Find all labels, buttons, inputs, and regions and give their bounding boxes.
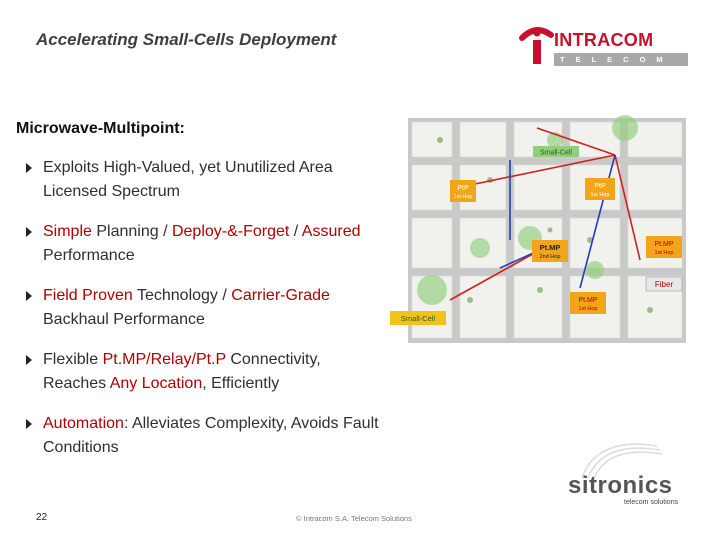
bullet-highlight: Automation: [43, 415, 124, 432]
bullet-highlight: Assured: [301, 223, 361, 240]
bullet-arrow-icon: [26, 291, 32, 301]
intracom-mark-icon: [519, 27, 554, 64]
bullet-highlight: Simple: [43, 223, 92, 240]
intracom-logo: INTRACOM TELECOM: [518, 22, 688, 66]
cell-coverage: [417, 115, 638, 305]
bullet-arrow-icon: [26, 163, 32, 173]
bullet-text: , Efficiently: [202, 375, 280, 392]
ptp-b-box: [585, 178, 615, 200]
ptp-b-label: PtP: [594, 183, 606, 190]
page-number: 22: [36, 512, 48, 523]
bullet-arrow-icon: [26, 419, 32, 429]
ptmp-bottom-box: [570, 292, 606, 314]
ptmp-bottom-label: Pt.MP: [578, 297, 597, 304]
sitronics-mark-icon: [581, 443, 663, 479]
bullet-list: Exploits High-Valued, yet Unutilized Are…: [24, 156, 384, 476]
ptmp-right-box: [646, 236, 682, 258]
ptmp-right-hop: 1st Hop: [655, 250, 674, 256]
partner-name: sitronics: [568, 472, 673, 499]
bullet-item: Field Proven Technology / Carrier-Grade …: [24, 284, 384, 332]
bullet-highlight: Carrier-Grade: [231, 287, 330, 304]
small-cell-left-label: Small-Cell: [401, 314, 436, 323]
logo-subtitle: TELECOM: [554, 53, 688, 66]
bullet-text: Exploits High-Valued, yet Unutilized Are…: [43, 159, 333, 200]
ptmp-bottom-hop: 1st Hop: [579, 306, 598, 312]
sitronics-logo: sitronics telecom solutions: [562, 440, 702, 515]
bullet-item: Flexible Pt.MP/Relay/Pt.P Connectivity, …: [24, 348, 384, 396]
logo-name: INTRACOM: [554, 30, 654, 50]
ptmp-center-label: Pt.MP: [540, 243, 561, 252]
ptmp-center-hop: 2nd Hop: [540, 254, 561, 260]
bullet-text: Technology /: [132, 287, 232, 304]
bullet-highlight: Field Proven: [43, 287, 133, 304]
ptp-b-hop: 1st Hop: [591, 192, 610, 198]
radio-links: [449, 127, 641, 301]
bullet-text: Planning /: [91, 223, 172, 240]
network-diagram: Small-Cell PtP 1st Hop PtP 1st Hop Pt.MP…: [390, 115, 686, 343]
bullet-text: Performance: [43, 247, 135, 264]
bullet-text: Flexible: [43, 351, 103, 368]
small-cell-left-box: [390, 311, 446, 325]
bullet-item: Exploits High-Valued, yet Unutilized Are…: [24, 156, 384, 204]
ptp-a-label: PtP: [457, 185, 469, 192]
fiber-label: Fiber: [655, 280, 674, 289]
section-heading: Microwave-Multipoint:: [16, 120, 185, 137]
partner-tagline: telecom solutions: [624, 499, 679, 506]
small-cell-top-box: [533, 146, 579, 157]
bullet-highlight: Deploy-&-Forget: [171, 223, 290, 240]
bullet-text: : Alleviates Complexity, Avoids Fault Co…: [43, 415, 379, 456]
small-cell-top-label: Small-Cell: [540, 150, 572, 157]
ptmp-right-label: Pt.MP: [654, 241, 673, 248]
bullet-highlight: Any Location: [109, 375, 203, 392]
slide-title: Accelerating Small-Cells Deployment: [36, 30, 337, 49]
ptp-a-hop: 1st Hop: [454, 194, 473, 200]
bullet-item: Simple Planning / Deploy-&-Forget / Assu…: [24, 220, 384, 268]
fiber-box: [645, 276, 683, 292]
bullet-arrow-icon: [26, 227, 32, 237]
footer-copyright: © Intracom S.A. Telecom Solutions: [296, 514, 412, 523]
bullet-text: Backhaul Performance: [43, 311, 205, 328]
bullet-arrow-icon: [26, 355, 32, 365]
ptmp-center-box: [532, 240, 568, 262]
ptp-a-box: [450, 180, 476, 202]
bullet-text: /: [289, 223, 302, 240]
bullet-highlight: Pt.MP/Relay/Pt.P: [102, 351, 226, 368]
bullet-text: Connectivity, Reaches: [43, 351, 321, 392]
bullet-item: Automation: Alleviates Complexity, Avoid…: [24, 412, 384, 460]
